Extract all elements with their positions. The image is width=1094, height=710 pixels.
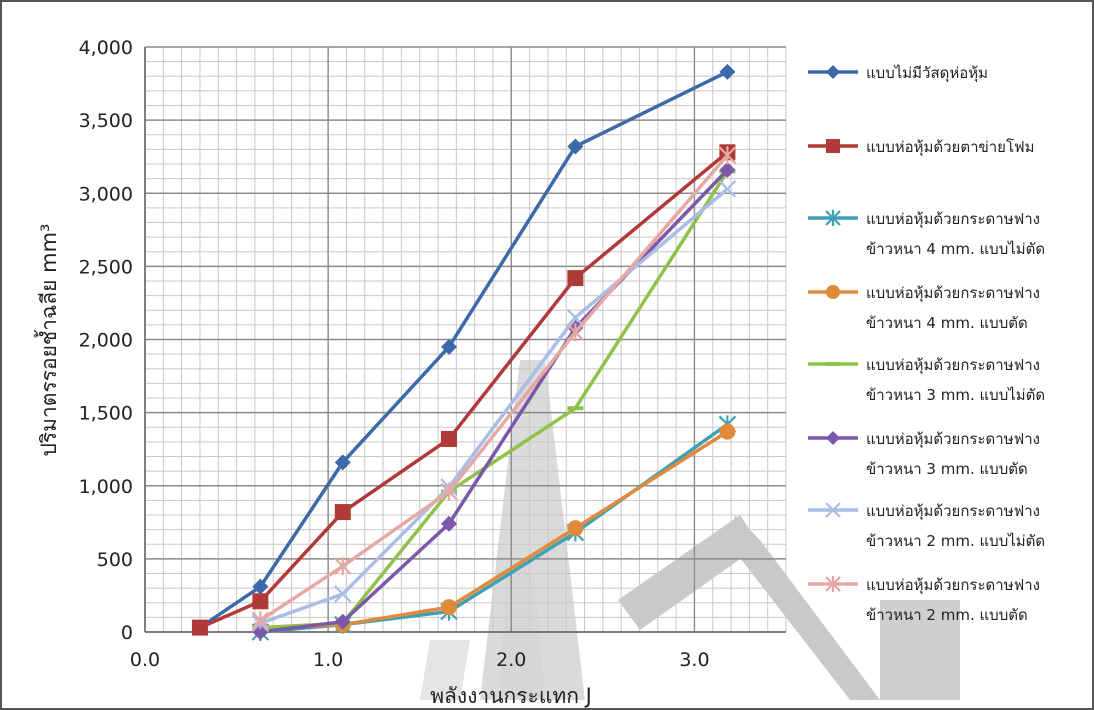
legend-marker [825,210,841,226]
legend-label-line2: ข้าวหนา 2 mm. แบบไม่ตัด [866,532,1045,550]
y-tick-label: 2,500 [79,256,133,278]
data-point [252,593,269,610]
x-tick-label: 3.0 [679,649,709,671]
legend-label: แบบห่อหุ้มด้วยกระดาษฟาง [866,576,1040,595]
legend-marker [826,139,840,153]
data-point [334,504,351,521]
data-point [191,619,208,636]
legend-label: แบบห่อหุ้มด้วยกระดาษฟาง [866,430,1040,449]
legend-label: แบบห่อหุ้มด้วยกระดาษฟาง [866,502,1040,521]
legend-label-line2: ข้าวหนา 3 mm. แบบตัด [866,460,1028,478]
series-2 [191,144,736,636]
data-point [567,138,584,155]
legend-entry-2: แบบห่อหุ้มด้วยตาข่ายโฟม [808,138,1035,157]
legend-label: แบบห่อหุ้มด้วยกระดาษฟาง [866,210,1040,229]
y-axis-title: ปริมาตรรอยช้ำฉลีย mm³ [34,224,61,457]
legend-marker [826,362,840,366]
axes: 0 500 1,000 1,500 2,000 2,500 3,000 3,500 4,000 0… [79,37,786,671]
legend-marker [825,502,841,518]
legend-label-line2: ข้าวหนา 3 mm. แบบไม่ตัด [866,386,1045,404]
y-tick-label: 4,000 [79,37,133,59]
data-point [718,180,737,198]
series-8 [251,146,737,630]
data-point [441,515,458,532]
y-tick-label: 0 [121,622,133,644]
data-point [334,454,351,471]
x-tick-label: 2.0 [496,649,526,671]
legend-label: แบบห่อหุ้มด้วยตาข่ายโฟม [866,138,1035,157]
data-point [334,585,352,603]
series-layer [191,63,737,641]
legend-label: แบบห่อหุ้มด้วยกระดาษฟาง [866,356,1040,375]
data-point [719,63,736,80]
legend-label-line2: ข้าวหนา 4 mm. แบบตัด [866,314,1028,332]
data-point [441,430,458,447]
legend-marker [826,65,840,79]
x-tick-label: 0.0 [130,649,160,671]
data-point [718,146,737,165]
legend-entry-1: แบบไม่มีวัสดุห่อหุ้ม [808,64,988,83]
data-point [334,557,352,576]
x-axis-title: พลังงานกระแทก J [430,684,592,708]
data-point [334,613,351,630]
data-point [441,338,458,355]
data-point [567,520,584,537]
series-line [199,150,729,630]
y-tick-label: 500 [97,549,133,571]
y-tick-label: 1,000 [79,476,133,498]
legend-label: แบบห่อหุ้มด้วยกระดาษฟาง [866,284,1040,303]
data-point [566,308,585,327]
legend-marker [826,285,840,299]
x-tick-label: 1.0 [313,649,343,671]
grid [144,46,787,633]
data-point [440,482,458,501]
data-point [251,611,270,630]
legend-marker [825,576,841,592]
series-line [198,70,729,630]
legend: แบบไม่มีวัสดุห่อหุ้มแบบห่อหุ้มด้วยตาข่าย… [808,64,1045,624]
data-point [567,406,584,411]
legend-label-line2: ข้าวหนา 2 mm. แบบตัด [866,606,1028,624]
data-point [566,323,585,342]
legend-label-line2: ข้าวหนา 4 mm. แบบไม่ตัด [866,240,1045,258]
legend-marker [826,431,840,445]
legend-label: แบบไม่มีวัสดุห่อหุ้ม [866,64,988,83]
data-point [719,423,736,440]
y-tick-label: 3,500 [79,110,133,132]
y-tick-label: 3,000 [79,183,133,205]
y-tick-label: 1,500 [79,403,133,425]
y-tick-label: 2,000 [79,330,133,352]
data-point [719,161,736,178]
data-point [441,599,458,616]
data-point [252,578,269,595]
series-1 [191,63,736,636]
data-point [567,270,584,287]
